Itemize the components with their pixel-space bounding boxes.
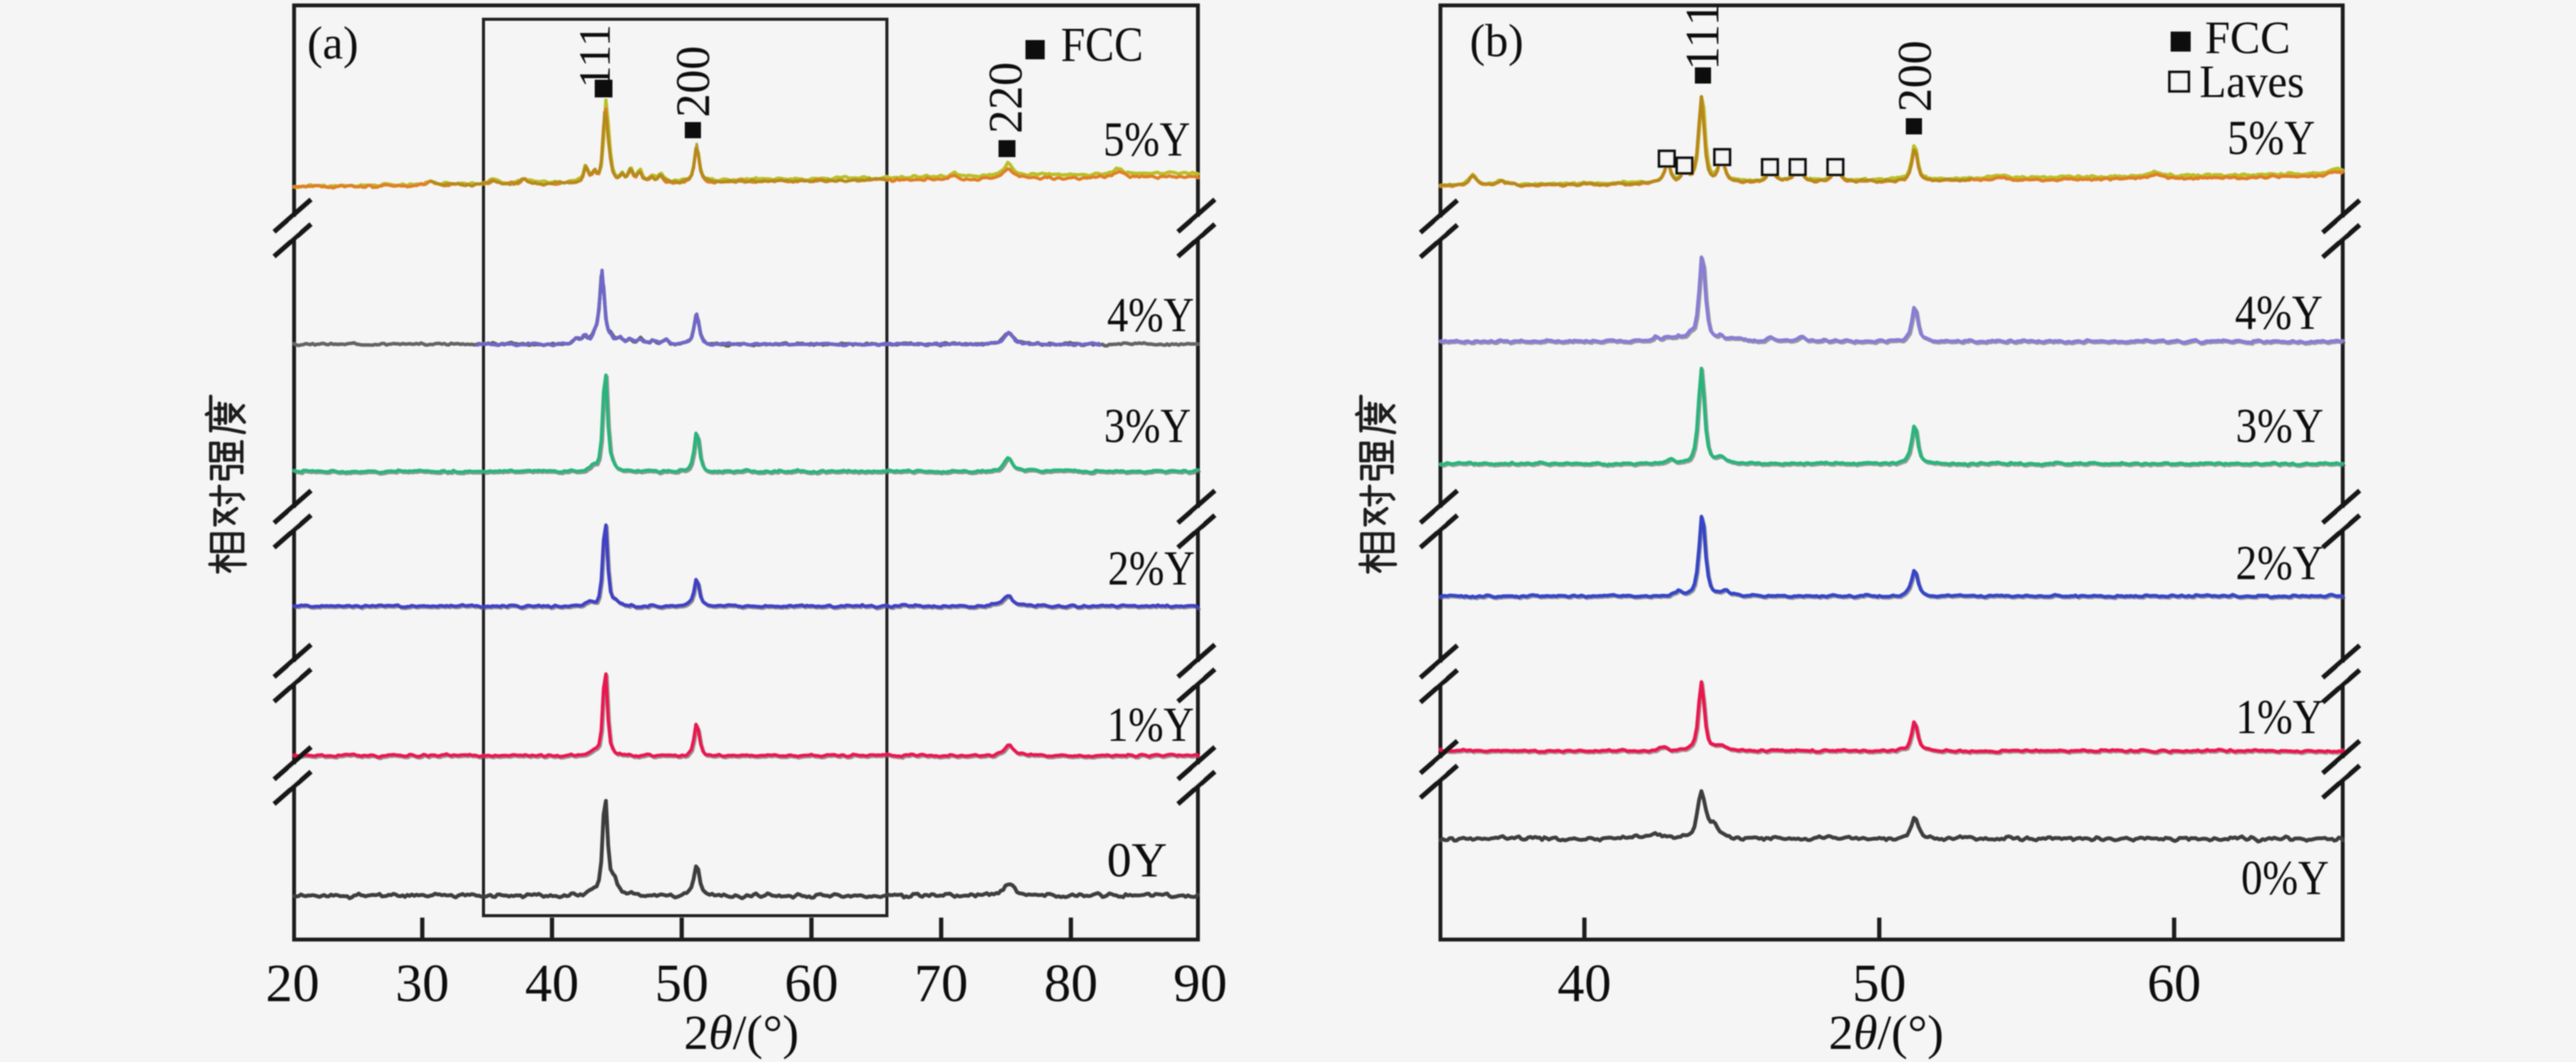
- svg-text:200: 200: [1889, 41, 1942, 112]
- svg-text:Laves: Laves: [2200, 56, 2304, 107]
- svg-text:2%Y: 2%Y: [1108, 541, 1195, 595]
- svg-text:90: 90: [1173, 954, 1227, 1013]
- svg-text:60: 60: [785, 954, 838, 1013]
- svg-text:(a): (a): [307, 18, 359, 69]
- svg-text:FCC: FCC: [2205, 12, 2290, 63]
- svg-text:1%Y: 1%Y: [1107, 697, 1194, 752]
- svg-text:200: 200: [667, 46, 720, 118]
- svg-text:3%Y: 3%Y: [1104, 398, 1191, 453]
- svg-text:4%Y: 4%Y: [2235, 285, 2323, 340]
- svg-text:20: 20: [266, 954, 319, 1013]
- svg-text:30: 30: [396, 954, 450, 1013]
- svg-text:111: 111: [570, 25, 620, 89]
- svg-text:111: 111: [1677, 2, 1729, 70]
- svg-text:70: 70: [915, 954, 969, 1013]
- svg-text:4%Y: 4%Y: [1107, 287, 1194, 342]
- svg-text:50: 50: [655, 954, 709, 1013]
- svg-text:60: 60: [2147, 954, 2201, 1013]
- svg-text:2θ/(°): 2θ/(°): [1828, 1005, 1943, 1060]
- svg-text:220: 220: [980, 62, 1032, 134]
- svg-text:5%Y: 5%Y: [2227, 110, 2315, 165]
- svg-text:2θ/(°): 2θ/(°): [684, 1005, 798, 1060]
- svg-text:0Y: 0Y: [1107, 833, 1167, 887]
- svg-text:80: 80: [1044, 954, 1098, 1013]
- svg-text:50: 50: [1852, 954, 1906, 1013]
- svg-text:5%Y: 5%Y: [1103, 112, 1190, 166]
- svg-text:FCC: FCC: [1061, 17, 1143, 72]
- svg-text:40: 40: [1557, 954, 1611, 1013]
- svg-text:0%Y: 0%Y: [2241, 850, 2329, 905]
- svg-text:40: 40: [525, 954, 579, 1013]
- svg-text:3%Y: 3%Y: [2236, 398, 2323, 453]
- svg-text:1%Y: 1%Y: [2236, 689, 2323, 744]
- svg-text:(b): (b): [1470, 15, 1524, 66]
- svg-text:2%Y: 2%Y: [2236, 535, 2323, 590]
